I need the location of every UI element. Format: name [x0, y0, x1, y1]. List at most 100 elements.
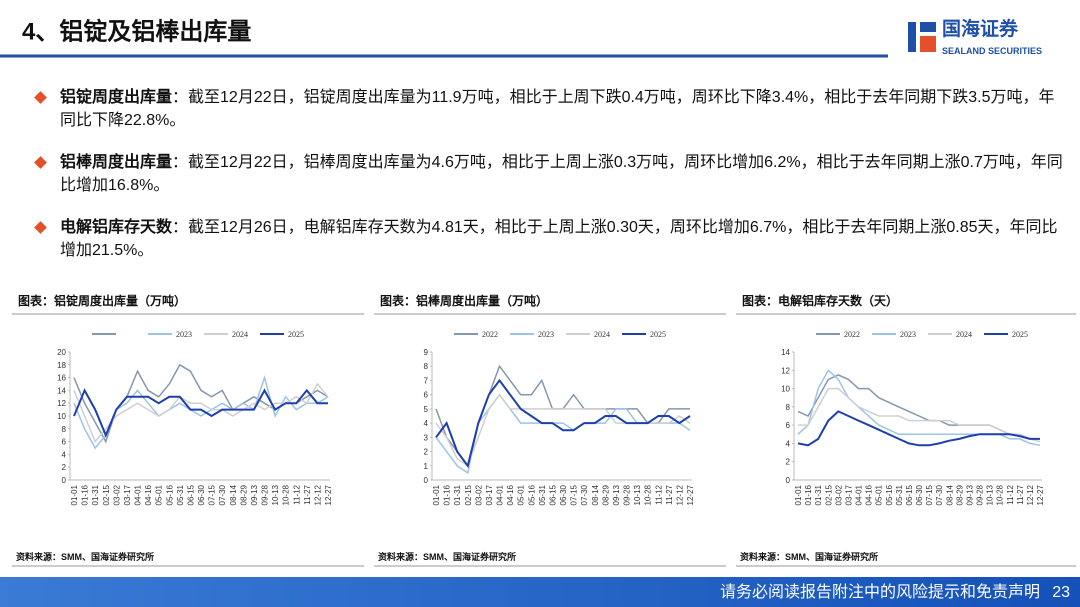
bullet-text: ：截至12月22日，铝棒周度出库量为4.6万吨，相比于上周上涨0.3万吨，周环比…	[60, 154, 1063, 194]
y-tick-label: 4	[62, 450, 67, 459]
x-tick-label: 08-14	[591, 484, 600, 505]
x-tick-label: 12-12	[1026, 484, 1035, 505]
x-tick-label: 11-27	[665, 484, 674, 504]
x-tick-label: 12-12	[675, 484, 684, 505]
x-tick-label: 11-12	[1006, 484, 1015, 504]
x-tick-label: 04-01	[134, 484, 143, 505]
bullet-label: 铝棒周度出库量	[60, 154, 173, 171]
x-tick-label: 02-15	[464, 484, 473, 505]
x-tick-label: 08-29	[239, 484, 248, 505]
x-tick-label: 01-01	[432, 484, 441, 505]
y-tick-label: 2	[62, 463, 67, 472]
series-line	[798, 387, 1041, 443]
legend-label: 2023	[538, 330, 554, 339]
x-tick-label: 01-31	[814, 484, 823, 505]
series-line	[435, 378, 691, 469]
x-tick-label: 11-12	[654, 484, 663, 504]
x-tick-label: 12-27	[1036, 484, 1045, 505]
footer-text: 请务必阅读报告附注中的风险提示和免责声明	[720, 583, 1040, 601]
x-tick-label: 05-16	[885, 484, 894, 505]
bullet-icon	[34, 156, 47, 169]
x-tick-label: 10-28	[644, 484, 653, 505]
y-tick-label: 6	[786, 421, 791, 430]
y-tick-label: 18	[57, 361, 66, 370]
x-tick-label: 04-01	[496, 484, 505, 505]
chart-title: 图表：电解铝库存天数（天）	[742, 293, 898, 308]
legend-label: 2025	[1012, 330, 1028, 339]
x-tick-label: 12-27	[324, 484, 333, 505]
legend-label: 2023	[900, 330, 916, 339]
x-tick-label: 04-16	[865, 484, 874, 505]
y-tick-label: 4	[424, 419, 429, 428]
x-tick-label: 11-27	[303, 484, 312, 504]
x-tick-label: 02-15	[824, 484, 833, 505]
x-tick-label: 01-16	[804, 484, 813, 505]
bullet-label: 铝锭周度出库量	[60, 89, 173, 106]
chart: 图表：铝锭周度出库量（万吨） 资料来源：SMM、国海证券研究所 0 2 4 6 8 10 12 1…	[12, 293, 364, 567]
chart: 图表：铝棒周度出库量（万吨） 资料来源：SMM、国海证券研究所 0 1 2 3 4 5 6 7 8 9…	[374, 293, 726, 567]
x-tick-label: 05-16	[165, 484, 174, 505]
y-tick-label: 6	[62, 438, 67, 447]
logo-name: 国海证券	[942, 17, 1019, 40]
y-tick-label: 8	[786, 403, 791, 412]
x-tick-label: 07-30	[935, 484, 944, 505]
legend-label: 2022	[844, 330, 860, 339]
bullet-icon	[34, 91, 47, 104]
y-tick-label: 9	[424, 348, 429, 357]
x-tick-label: 11-27	[1016, 484, 1025, 504]
bullet-icon	[34, 221, 47, 234]
x-tick-label: 01-16	[81, 484, 90, 505]
x-tick-label: 05-31	[538, 484, 547, 505]
x-tick-label: 06-15	[548, 484, 557, 505]
x-tick-label: 10-28	[282, 484, 291, 505]
x-tick-label: 08-14	[945, 484, 954, 505]
x-tick-label: 05-01	[517, 484, 526, 505]
header: 4、铝锭及铝棒出库量 国海证券 SEALAND SECURITIES	[0, 17, 1042, 58]
x-tick-label: 11-12	[292, 484, 301, 504]
x-tick-label: 01-01	[794, 484, 803, 505]
x-tick-label: 01-01	[70, 484, 79, 505]
y-tick-label: 3	[424, 433, 429, 442]
x-tick-label: 06-15	[905, 484, 914, 505]
x-tick-label: 10-13	[633, 484, 642, 505]
y-tick-label: 12	[57, 399, 66, 408]
chart-source: 资料来源：SMM、国海证券研究所	[740, 551, 878, 562]
legend-label: 2022	[482, 330, 498, 339]
x-tick-label: 05-31	[176, 484, 185, 505]
x-tick-label: 01-31	[91, 484, 100, 505]
x-tick-label: 10-13	[271, 484, 280, 505]
bullet-text: ：截至12月22日，铝锭周度出库量为11.9万吨，相比于上周下跌0.4万吨，周环…	[60, 89, 1055, 129]
x-tick-label: 05-31	[895, 484, 904, 505]
legend-label: 2023	[176, 330, 192, 339]
y-tick-label: 14	[57, 386, 66, 395]
x-tick-label: 05-16	[527, 484, 536, 505]
y-tick-label: 0	[62, 476, 67, 485]
logo-sub: SEALAND SECURITIES	[942, 46, 1042, 56]
x-tick-label: 06-30	[915, 484, 924, 505]
series-line	[73, 388, 328, 438]
series-line	[73, 375, 329, 450]
x-tick-label: 04-16	[506, 484, 515, 505]
x-tick-label: 10-13	[986, 484, 995, 505]
x-tick-label: 09-13	[965, 484, 974, 505]
y-tick-label: 4	[786, 439, 791, 448]
bullet-label: 电解铝库存天数	[60, 219, 173, 236]
y-tick-label: 0	[424, 476, 429, 485]
y-tick-label: 0	[786, 476, 791, 485]
x-tick-label: 09-28	[261, 484, 270, 505]
x-tick-label: 02-15	[102, 484, 111, 505]
x-tick-label: 09-28	[976, 484, 985, 505]
bullet: 电解铝库存天数：截至12月26日，电解铝库存天数为4.81天，相比于上周上涨0.…	[34, 216, 1070, 262]
x-tick-label: 04-16	[144, 484, 153, 505]
y-tick-label: 8	[424, 362, 429, 371]
x-tick-label: 06-15	[186, 484, 195, 505]
legend-label: 2024	[232, 330, 248, 339]
x-tick-label: 09-28	[623, 484, 632, 505]
x-tick-label: 07-30	[580, 484, 589, 505]
chart-title: 图表：铝锭周度出库量（万吨）	[18, 293, 186, 308]
y-tick-label: 12	[781, 366, 790, 375]
page-number: 23	[1052, 584, 1070, 601]
chart-title: 图表：铝棒周度出库量（万吨）	[380, 293, 548, 308]
x-tick-label: 07-15	[208, 484, 217, 505]
